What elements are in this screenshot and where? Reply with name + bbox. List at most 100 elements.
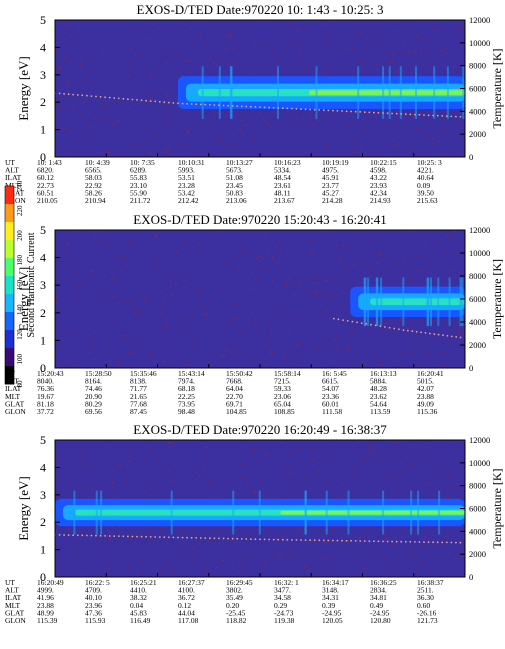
noise-speck <box>181 550 184 553</box>
y2-tick-label: 8000 <box>469 481 486 491</box>
noise-speck <box>415 471 418 473</box>
noise-speck <box>308 68 310 70</box>
noise-speck <box>323 542 326 544</box>
temperature-point <box>300 108 302 110</box>
noise-speck <box>295 119 298 121</box>
colorbar-tick-label: 80 <box>16 380 24 388</box>
noise-speck <box>298 28 300 30</box>
noise-speck <box>264 344 267 346</box>
noise-speck <box>206 313 208 315</box>
temperature-point <box>436 541 439 544</box>
table-cell: 4709. <box>85 586 102 595</box>
colorbar-segment <box>5 204 14 223</box>
noise-speck <box>397 360 400 362</box>
noise-speck <box>198 475 201 477</box>
table-cell: 16: 5:45 <box>322 369 347 378</box>
table-row-label: GLON <box>5 407 26 416</box>
colorbar-tick-label: 220 <box>16 205 24 216</box>
noise-speck <box>248 466 251 468</box>
noise-speck <box>394 28 396 30</box>
noise-speck <box>120 334 122 337</box>
noise-speck <box>282 311 285 313</box>
noise-speck <box>158 27 160 29</box>
temperature-point <box>95 534 97 537</box>
y-axis-label: Energy [eV] <box>16 267 31 331</box>
noise-speck <box>389 51 392 53</box>
noise-speck <box>134 72 136 74</box>
noise-speck <box>458 365 461 367</box>
noise-speck <box>155 256 157 258</box>
noise-speck <box>170 343 173 345</box>
noise-speck <box>66 24 69 26</box>
temperature-point <box>400 540 403 543</box>
noise-speck <box>386 332 389 334</box>
noise-speck <box>118 365 120 368</box>
noise-speck <box>58 68 60 70</box>
noise-speck <box>333 473 335 476</box>
noise-speck <box>293 528 295 530</box>
noise-speck <box>339 257 342 259</box>
table-cell: 81.18 <box>37 399 54 408</box>
noise-speck <box>55 301 57 304</box>
noise-speck <box>166 93 168 95</box>
noise-speck <box>98 78 101 80</box>
table-cell: 76.36 <box>37 384 54 393</box>
noise-speck <box>219 543 221 545</box>
noise-speck <box>124 473 127 475</box>
colorbar-segment <box>5 186 14 205</box>
noise-speck <box>83 101 85 103</box>
noise-speck <box>174 345 177 347</box>
noise-speck <box>212 346 214 349</box>
noise-speck <box>234 62 237 64</box>
table-cell: 16:29:45 <box>226 578 253 587</box>
noise-speck <box>110 82 113 85</box>
table-cell: 10:16:23 <box>274 158 301 167</box>
noise-speck <box>74 294 77 296</box>
noise-speck <box>283 474 285 476</box>
noise-speck <box>164 486 166 488</box>
noise-speck <box>342 245 344 247</box>
noise-speck <box>265 268 267 270</box>
table-cell: 65.04 <box>274 399 291 408</box>
noise-speck <box>330 294 332 296</box>
noise-speck <box>241 232 243 234</box>
noise-speck <box>329 362 332 364</box>
noise-speck <box>426 446 428 448</box>
noise-speck <box>230 496 233 498</box>
table-cell: 23.93 <box>370 181 387 190</box>
noise-speck <box>85 467 88 469</box>
table-cell: 10:22:15 <box>370 158 397 167</box>
noise-speck <box>110 538 112 540</box>
noise-speck <box>111 124 114 126</box>
noise-speck <box>276 539 279 541</box>
noise-speck <box>151 72 153 75</box>
table-cell: 0.29 <box>274 601 287 610</box>
temperature-point <box>346 320 349 322</box>
noise-speck <box>215 111 217 113</box>
noise-speck <box>55 462 57 464</box>
band-streak <box>325 490 328 535</box>
noise-speck <box>72 125 74 127</box>
noise-speck <box>437 365 439 367</box>
noise-speck <box>267 247 269 249</box>
table-cell: 22.92 <box>85 181 102 190</box>
noise-speck <box>436 20 438 23</box>
noise-speck <box>250 73 253 75</box>
band-streak <box>417 490 420 535</box>
noise-speck <box>198 120 200 122</box>
noise-speck <box>73 265 75 267</box>
table-cell: 42.34 <box>370 188 387 197</box>
noise-speck <box>406 456 409 458</box>
colorbar-segment <box>5 312 14 331</box>
noise-speck <box>409 535 412 537</box>
y-tick-label: 5 <box>40 13 46 27</box>
noise-speck <box>306 29 308 31</box>
noise-speck <box>290 242 293 244</box>
temperature-point <box>441 541 444 544</box>
noise-speck <box>231 353 233 355</box>
temperature-point <box>140 99 143 102</box>
temperature-point <box>382 112 384 114</box>
noise-speck <box>271 257 274 259</box>
noise-speck <box>336 345 338 348</box>
temperature-point <box>427 114 430 117</box>
